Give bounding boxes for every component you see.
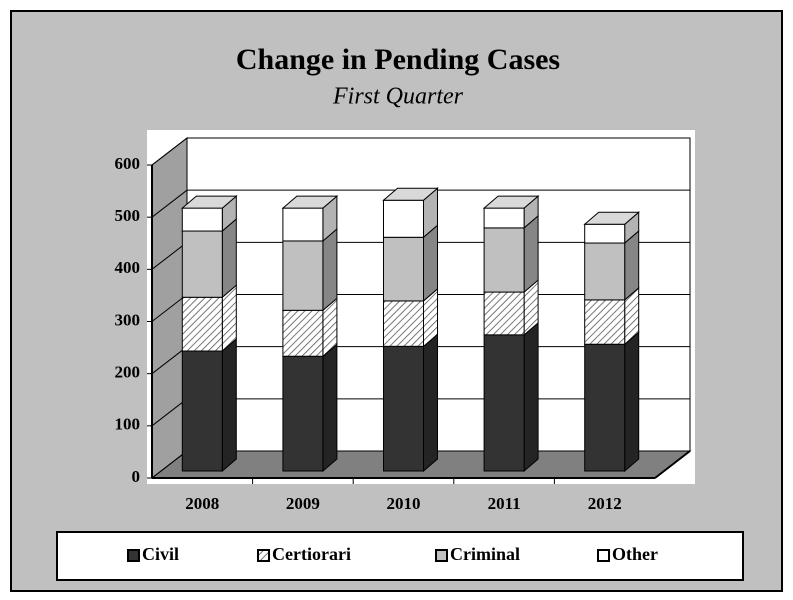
bar-side xyxy=(322,227,338,312)
y-tick-label: 400 xyxy=(115,258,141,277)
bar xyxy=(584,299,626,345)
bar-top xyxy=(382,187,439,201)
legend-label: Criminal xyxy=(450,544,520,564)
legend-swatch xyxy=(127,549,140,562)
bar xyxy=(282,309,324,357)
legend-swatch xyxy=(435,549,448,562)
bar-top xyxy=(583,211,641,225)
bar xyxy=(181,296,223,352)
bar xyxy=(483,291,525,336)
y-tick-label: 200 xyxy=(115,363,141,382)
bar-side xyxy=(523,214,539,294)
bar xyxy=(282,355,324,472)
bar xyxy=(383,236,424,302)
bar-top xyxy=(482,195,540,209)
bar xyxy=(483,334,525,472)
chart-subtitle: First Quarter xyxy=(332,84,464,110)
grid-line xyxy=(151,346,188,375)
bar-side xyxy=(624,331,640,473)
bar-side xyxy=(221,217,237,299)
legend-label: Certiorari xyxy=(272,544,351,564)
legend-swatch xyxy=(597,549,610,562)
bar xyxy=(483,207,525,229)
bar-side xyxy=(322,343,338,473)
x-tick-label: 2011 xyxy=(488,494,521,513)
bar xyxy=(483,227,525,293)
y-tick-label: 0 xyxy=(132,467,141,486)
legend-swatch xyxy=(257,549,270,562)
bar xyxy=(584,223,626,244)
legend-label: Civil xyxy=(142,544,179,564)
legend-label: Other xyxy=(612,544,658,564)
bar xyxy=(584,242,626,301)
bar-side xyxy=(523,321,539,473)
x-tick-label: 2012 xyxy=(588,494,622,513)
y-tick-label: 100 xyxy=(115,415,141,434)
grid-line xyxy=(151,294,188,322)
x-axis-depth xyxy=(654,450,691,479)
bar-side xyxy=(423,333,438,473)
y-tick-label: 600 xyxy=(115,154,141,173)
legend xyxy=(56,531,744,581)
bar xyxy=(282,240,324,311)
y-tick-label: 500 xyxy=(115,206,141,225)
bar xyxy=(181,350,223,472)
x-tick-label: 2010 xyxy=(387,494,421,513)
grid-line xyxy=(151,450,188,479)
bar xyxy=(181,230,223,298)
chart-title: Change in Pending Cases xyxy=(236,43,560,76)
bar xyxy=(383,345,424,472)
grid-line xyxy=(151,398,188,427)
grid-line xyxy=(151,241,188,270)
bar xyxy=(584,343,626,472)
bar xyxy=(383,199,424,238)
bar-top xyxy=(180,195,238,209)
grid-line xyxy=(151,189,188,218)
bar-side xyxy=(423,224,438,303)
x-tick-label: 2008 xyxy=(185,494,219,513)
bar-top xyxy=(281,195,339,209)
grid-line xyxy=(151,137,188,166)
y-tick-label: 300 xyxy=(115,310,141,329)
bar xyxy=(282,207,324,242)
bar xyxy=(181,207,223,232)
bar-side xyxy=(221,337,237,473)
x-tick-label: 2009 xyxy=(286,494,320,513)
bar xyxy=(383,300,424,347)
